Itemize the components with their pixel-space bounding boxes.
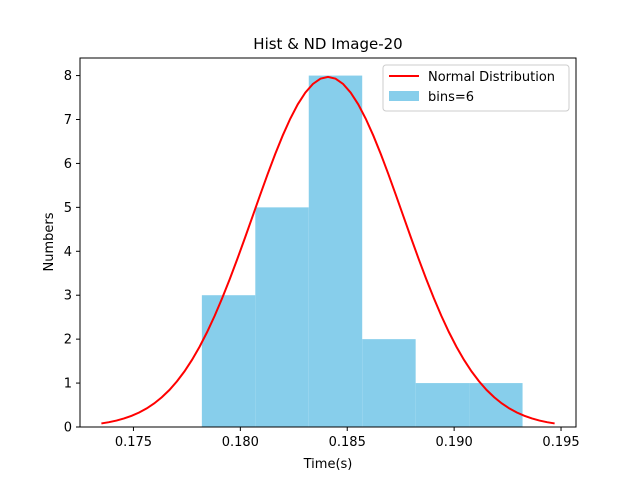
y-tick-label: 4 [64,245,72,260]
legend-label-normal: Normal Distribution [428,70,555,85]
legend: Normal Distribution bins=6 [382,64,570,112]
x-axis-ticks: 0.175 0.180 0.185 0.190 0.195 [115,427,580,450]
plot-frame [79,57,577,428]
histogram-bar [362,339,416,427]
normal-distribution-curve [101,75,555,425]
y-tick-label: 8 [64,69,72,84]
histogram-bar [201,295,256,427]
histogram-bar [308,75,363,428]
x-tick-label: 0.180 [222,435,259,450]
y-tick-label: 0 [64,421,72,436]
legend-box [382,64,570,112]
x-tick-label: 0.190 [436,435,473,450]
y-tick-label: 6 [64,157,72,172]
y-axis-label: Numbers [42,212,57,271]
x-tick-label: 0.185 [329,435,366,450]
x-axis-label: Time(s) [303,457,353,472]
legend-label-bins: bins=6 [428,90,474,105]
y-tick-label: 2 [64,333,72,348]
chart-title: Hist & ND Image-20 [253,35,402,53]
histogram-bars [201,75,523,428]
y-tick-label: 3 [64,289,72,304]
legend-bar-swatch [389,91,419,101]
y-tick-label: 5 [64,201,72,216]
histogram-bar [255,207,309,427]
y-axis-ticks: 0 1 2 3 4 5 6 7 8 [64,69,80,436]
x-tick-label: 0.195 [542,435,579,450]
y-tick-label: 1 [64,377,72,392]
x-tick-label: 0.175 [115,435,152,450]
histogram-bar [415,383,470,427]
y-tick-label: 7 [64,113,72,128]
histogram-bar [469,383,523,427]
